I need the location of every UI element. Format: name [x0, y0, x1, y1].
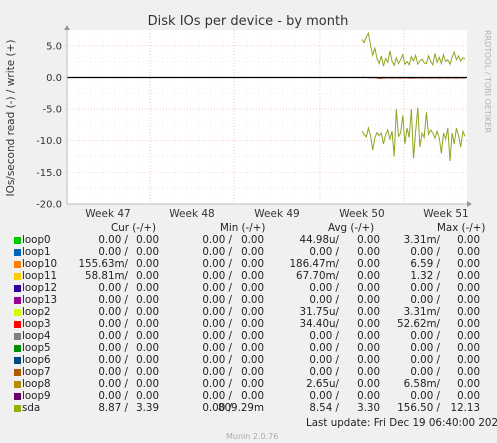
y-tick-label: -10.0 [36, 136, 62, 147]
x-tick-labels: Week 47 Week 48 Week 49 Week 50 Week 51 [85, 208, 468, 220]
chart-title: Disk IOs per device - by month [148, 14, 349, 29]
x-axis-arrow [467, 201, 472, 207]
grid-lines [66, 30, 467, 205]
series-sda-read-line [361, 107, 466, 162]
y-tick-label: -15.0 [36, 168, 62, 179]
x-tick-label: Week 49 [254, 208, 299, 220]
y-tick-label: -20.0 [36, 200, 62, 211]
x-tick-label: Week 50 [339, 208, 384, 220]
y-tick-label: -5.0 [42, 105, 62, 116]
y-axis-label: IOs/second read (-) / write (+) [5, 39, 17, 196]
x-tick-label: Week 48 [169, 208, 214, 220]
x-tick-label: Week 47 [85, 208, 130, 220]
plot-area [67, 30, 467, 204]
y-tick-label: 0.0 [46, 73, 62, 84]
y-tick-label: 5.0 [46, 41, 62, 52]
rrdtool-side-label: RRDTOOL / TOBI OETIKER [483, 30, 492, 133]
y-tick-labels: 5.0 0.0 -5.0 -10.0 -15.0 -20.0 [36, 41, 62, 210]
x-tick-label: Week 51 [423, 208, 468, 220]
series-sda-write-line [361, 31, 466, 67]
y-axis-arrow [64, 25, 70, 30]
